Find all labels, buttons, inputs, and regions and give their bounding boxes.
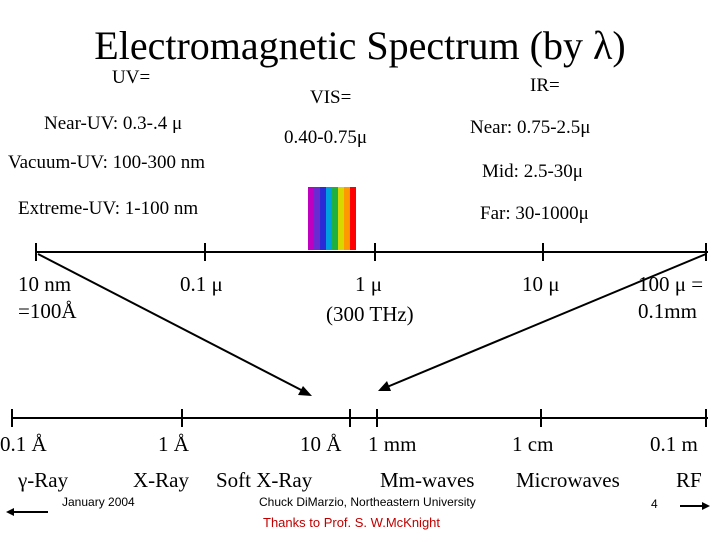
uv-header: UV= [112,67,151,88]
bottom-tick-label-1mm: 1 mm [368,432,417,456]
vis-range-label: 0.40-0.75μ [284,127,368,148]
band-rf: RF [676,468,702,492]
top-tick-label-1um: 1 μ [355,272,383,296]
footer-thanks: Thanks to Prof. S. W.McKnight [263,515,441,530]
visible-color-band [326,187,332,250]
bottom-tick-label-1A: 1 Å [158,432,189,456]
zoom-arrow-right-line [386,253,707,388]
mid-ir-label: Mid: 2.5-30μ [482,161,583,182]
near-ir-label: Near: 0.75-2.5μ [470,117,591,138]
near-uv-label: Near-UV: 0.3-.4 μ [44,113,183,134]
top-tick-label-10nm: 10 nm [18,272,72,296]
page-number: 4 [651,497,658,511]
visible-color-band [320,187,326,250]
band-soft-x-ray: Soft X-Ray [216,468,313,492]
vacuum-uv-label: Vacuum-UV: 100-300 nm [8,152,206,173]
vis-header: VIS= [310,87,352,108]
top-tick-label-0.1mm: 0.1mm [638,299,697,323]
bottom-tick-label-1cm: 1 cm [512,432,554,456]
band-gamma-ray: γ-Ray [18,468,69,492]
footer-date: January 2004 [62,495,135,509]
top-tick-label-300thz: (300 THz) [326,302,414,326]
ir-header: IR= [530,75,560,96]
bottom-tick-label-10A: 10 Å [300,432,342,456]
page-title: Electromagnetic Spectrum (by λ) [94,23,626,68]
bottom-tick-label-0.1A: 0.1 Å [0,432,47,456]
top-tick-label-0.1um: 0.1 μ [180,272,223,296]
visible-color-band [344,187,350,250]
bottom-tick-label-0.1m: 0.1 m [650,432,698,456]
footer-arrow-right-head [702,502,710,510]
zoom-arrow-right-head [378,381,391,391]
visible-color-band [308,187,314,250]
top-tick-label-100A: =100Å [18,299,77,323]
footer-author: Chuck DiMarzio, Northeastern University [259,495,476,509]
zoom-arrow-left-head [298,386,312,396]
visible-color-band [338,187,344,250]
extreme-uv-label: Extreme-UV: 1-100 nm [18,198,199,219]
far-ir-label: Far: 30-1000μ [480,203,589,224]
footer-arrow-left-head [6,508,14,516]
band-mm-waves: Mm-waves [380,468,475,492]
top-tick-label-100um: 100 μ = [638,272,704,296]
visible-color-band [314,187,320,250]
zoom-arrow-left-line [37,253,308,394]
visible-color-band [350,187,356,250]
top-tick-label-10um: 10 μ [522,272,560,296]
visible-color-band [332,187,338,250]
band-microwaves: Microwaves [516,468,620,492]
band-x-ray: X-Ray [133,468,189,492]
